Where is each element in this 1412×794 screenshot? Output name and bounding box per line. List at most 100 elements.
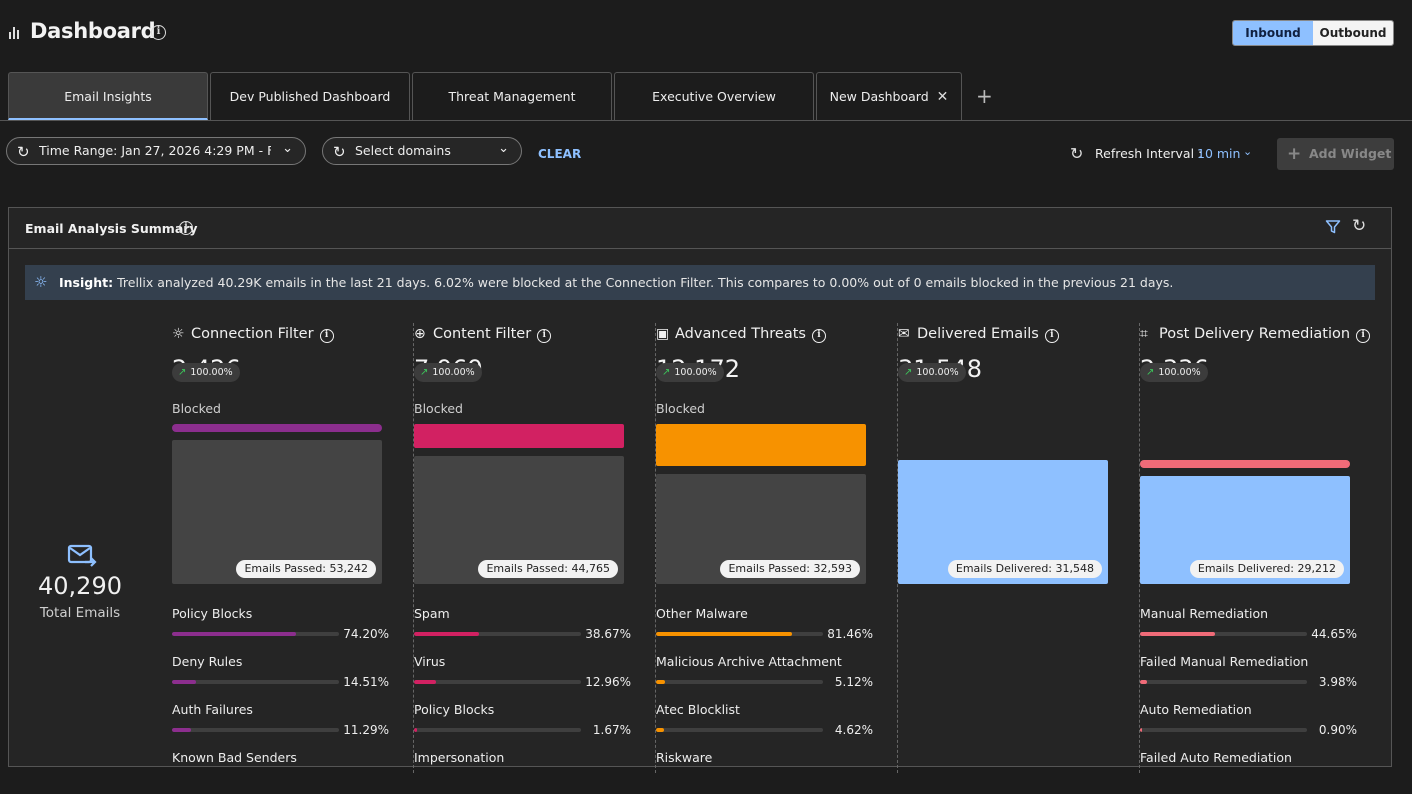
- inbound-toggle-button[interactable]: Inbound: [1233, 21, 1313, 45]
- metric-row[interactable]: Auth Failures 11.29%: [172, 702, 402, 746]
- metric-fill: [172, 680, 197, 684]
- metric-percent: 5.12%: [834, 675, 873, 689]
- metric-fill: [414, 632, 479, 636]
- widget-title: Email Analysis Summary: [25, 221, 198, 236]
- column-title: ⌗ Post Delivery Remediation i: [1140, 326, 1371, 343]
- time-range-value: Time Range: Jan 27, 2026 4:29 PM - Fe...: [39, 143, 271, 158]
- change-value: 100.00%: [674, 367, 717, 378]
- metric-fill: [172, 728, 191, 732]
- info-icon[interactable]: i: [179, 221, 193, 235]
- metric-fill: [414, 728, 417, 732]
- metric-fill: [656, 680, 665, 684]
- metric-name: Malicious Archive Attachment: [656, 654, 842, 669]
- tab-dev-published-dashboard[interactable]: Dev Published Dashboard: [210, 72, 410, 120]
- total-emails-label: Total Emails: [39, 605, 121, 621]
- metric-row[interactable]: Atec Blocklist 4.62%: [656, 702, 886, 746]
- metric-fill: [172, 632, 296, 636]
- metric-track: [1140, 632, 1307, 636]
- funnel-column: ☼Connection Filteri2,426↗100.00%BlockedE…: [172, 323, 414, 773]
- info-icon[interactable]: i: [1044, 329, 1059, 343]
- passed-bar[interactable]: Emails Passed: 32,593: [656, 474, 866, 584]
- metric-row[interactable]: Policy Blocks 1.67%: [414, 702, 644, 746]
- metric-track: [172, 680, 339, 684]
- clear-button[interactable]: CLEAR: [538, 147, 582, 161]
- trend-up-icon: ↗: [662, 367, 671, 378]
- column-title-text: Advanced Threats: [675, 326, 806, 342]
- bug-icon: ☼: [172, 326, 185, 342]
- info-icon[interactable]: i: [319, 329, 334, 343]
- tab-executive-overview[interactable]: Executive Overview: [614, 72, 814, 120]
- metric-track: [172, 728, 339, 732]
- metric-row[interactable]: Deny Rules 14.51%: [172, 654, 402, 698]
- metric-row[interactable]: Virus 12.96%: [414, 654, 644, 698]
- info-icon[interactable]: i: [537, 329, 552, 343]
- funnel-column: ✉Delivered Emailsi31,548↗100.00%Emails D…: [898, 323, 1140, 773]
- passed-count-badge: Emails Delivered: 31,548: [947, 560, 1102, 578]
- target-icon: ⊕: [414, 326, 426, 342]
- metric-fill: [656, 632, 793, 636]
- add-tab-icon[interactable]: +: [976, 84, 993, 108]
- metric-percent: 3.98%: [1318, 675, 1357, 689]
- reload-icon[interactable]: ↻: [1352, 216, 1367, 236]
- funnel-column: ▣Advanced Threatsi12,172↗100.00%BlockedE…: [656, 323, 898, 773]
- change-value: 100.00%: [1158, 367, 1201, 378]
- metric-track: [1140, 728, 1307, 732]
- refresh-icon[interactable]: ↻: [1070, 144, 1084, 163]
- metric-percent: 1.67%: [592, 723, 631, 737]
- column-sublabel: Blocked: [414, 401, 463, 416]
- metric-row[interactable]: Spam 38.67%: [414, 606, 644, 650]
- metric-row[interactable]: Failed Manual Remediation 3.98%: [1140, 654, 1370, 698]
- info-icon[interactable]: i: [151, 25, 166, 40]
- blocked-bar[interactable]: [656, 424, 866, 466]
- tab-email-insights[interactable]: Email Insights: [8, 72, 208, 120]
- passed-count-badge: Emails Passed: 32,593: [720, 560, 860, 578]
- insight-text: Trellix analyzed 40.29K emails in the la…: [117, 275, 1174, 290]
- domains-dropdown[interactable]: ↻ Select domains ⌄: [322, 137, 522, 165]
- metric-row[interactable]: Other Malware 81.46%: [656, 606, 886, 650]
- close-icon[interactable]: ✕: [936, 89, 949, 105]
- metric-row[interactable]: Manual Remediation 44.65%: [1140, 606, 1370, 650]
- column-title: ☼ Connection Filter i: [172, 326, 334, 343]
- blocked-bar[interactable]: [172, 424, 382, 432]
- scan-icon: ⌗: [1140, 326, 1148, 342]
- add-widget-label: Add Widget: [1309, 146, 1392, 161]
- direction-toggle[interactable]: Inbound Outbound: [1232, 20, 1394, 46]
- passed-bar[interactable]: Emails Passed: 53,242: [172, 440, 382, 584]
- delivered-bar[interactable]: Emails Delivered: 29,212: [1140, 476, 1350, 584]
- chevron-down-icon[interactable]: ⌄: [1243, 145, 1253, 158]
- delivered-bar[interactable]: Emails Delivered: 31,548: [898, 460, 1108, 584]
- add-widget-button[interactable]: + Add Widget: [1277, 138, 1394, 170]
- refresh-interval-label: Refresh Interval :: [1095, 146, 1203, 161]
- change-badge: ↗ 100.00%: [172, 363, 240, 382]
- metric-name: Manual Remediation: [1140, 606, 1269, 621]
- metric-name: Spam: [414, 606, 450, 621]
- info-icon[interactable]: i: [811, 329, 826, 343]
- passed-bar[interactable]: Emails Passed: 44,765: [414, 456, 624, 584]
- tab-new-dashboard[interactable]: New Dashboard ✕: [816, 72, 962, 120]
- change-badge: ↗ 100.00%: [656, 363, 724, 382]
- filter-icon[interactable]: [1325, 219, 1341, 235]
- metric-name: Auto Remediation: [1140, 702, 1252, 717]
- outbound-toggle-button[interactable]: Outbound: [1313, 21, 1393, 45]
- metric-percent: 11.29%: [343, 723, 389, 737]
- passed-count-badge: Emails Passed: 53,242: [236, 560, 376, 578]
- change-badge: ↗ 100.00%: [414, 363, 482, 382]
- metric-name: Riskware: [656, 750, 713, 765]
- metric-row[interactable]: Policy Blocks 74.20%: [172, 606, 402, 650]
- metric-row[interactable]: Auto Remediation 0.90%: [1140, 702, 1370, 746]
- chevron-down-icon: ⌄: [282, 141, 293, 156]
- info-icon[interactable]: i: [1356, 329, 1371, 343]
- refresh-interval-value[interactable]: 10 min: [1197, 146, 1241, 161]
- metric-percent: 74.20%: [343, 627, 389, 641]
- metric-track: [172, 632, 339, 636]
- trend-up-icon: ↗: [420, 367, 429, 378]
- blocked-bar[interactable]: [1140, 460, 1350, 468]
- column-sublabel: Blocked: [656, 401, 705, 416]
- tab-threat-management[interactable]: Threat Management: [412, 72, 612, 120]
- bar-chart-icon: [9, 25, 21, 39]
- plus-icon: +: [1287, 144, 1302, 164]
- blocked-bar[interactable]: [414, 424, 624, 448]
- metric-row[interactable]: Malicious Archive Attachment 5.12%: [656, 654, 886, 698]
- funnel-column: ⌗Post Delivery Remediationi2,336↗100.00%…: [1140, 323, 1382, 773]
- time-range-dropdown[interactable]: ↻ Time Range: Jan 27, 2026 4:29 PM - Fe.…: [6, 137, 306, 165]
